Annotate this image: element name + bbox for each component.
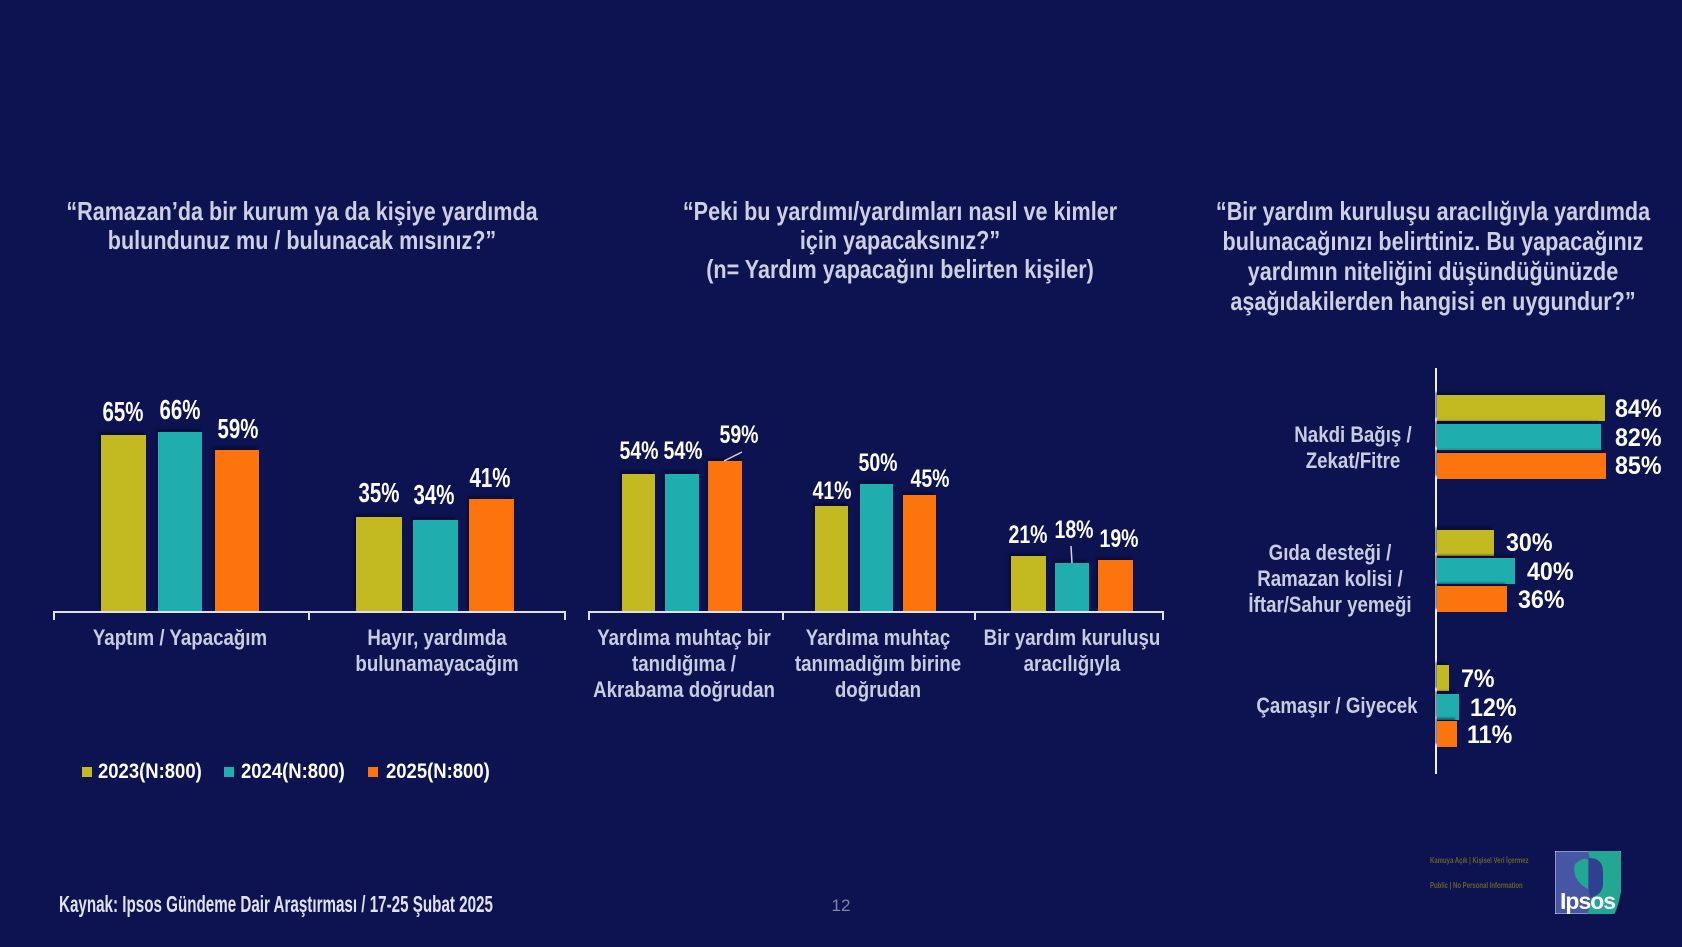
svg-text:Ipsos: Ipsos (1560, 888, 1615, 914)
